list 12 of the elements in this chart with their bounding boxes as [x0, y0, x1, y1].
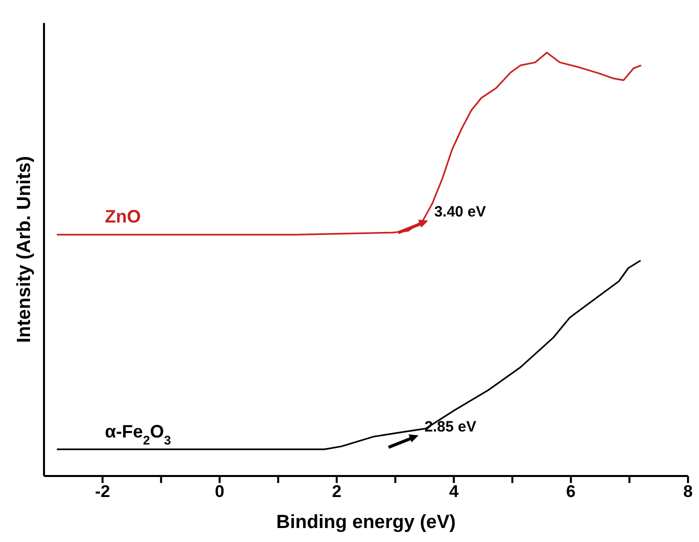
x-tick-label: 0 [214, 482, 224, 502]
x-axis-title: Binding energy (eV) [276, 512, 456, 533]
x-tick-label: 6 [566, 482, 576, 502]
y-axis-title: Intensity (Arb. Units) [14, 156, 35, 343]
x-tick-label: 2 [332, 482, 342, 502]
series-label: ZnO [104, 206, 141, 227]
x-tick-label: 8 [683, 482, 693, 502]
x-tick-label: 4 [449, 482, 460, 502]
annotation: 2.85 eV [424, 418, 476, 436]
series-label: α-Fe$_{2}$O$_{3}$ [104, 421, 172, 448]
annotation: 3.40 eV [434, 204, 486, 221]
x-tick-label: -2 [94, 482, 110, 502]
